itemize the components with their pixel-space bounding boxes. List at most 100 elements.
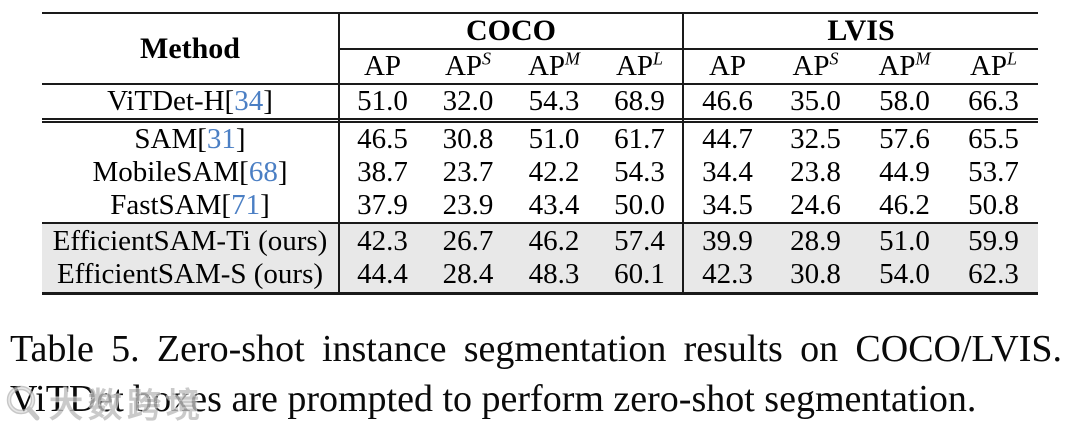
value-cell: 42.3 <box>338 223 425 258</box>
value-cell: 24.6 <box>771 189 860 224</box>
value-cell: 58.0 <box>860 84 949 120</box>
method-name: MobileSAM <box>92 156 240 188</box>
value-cell: 53.7 <box>968 156 1019 188</box>
value-cell: 34.5 <box>682 189 771 224</box>
table-body: ViTDet-H[34] 51.0 32.0 54.3 68.9 46.6 35… <box>42 84 1039 293</box>
value-cell: 57.6 <box>879 123 930 155</box>
column-header-lvis-aps: APS <box>771 49 860 85</box>
method-name: EfficientSAM-Ti <box>52 224 251 257</box>
value-cell: 30.8 <box>790 258 841 291</box>
table-row: SAM[31] 46.5 30.8 51.0 61.7 44.7 32.5 57… <box>42 122 1038 156</box>
table-row: ViTDet-H[34] 51.0 32.0 54.3 68.9 46.6 35… <box>42 84 1039 120</box>
metric-header-row: AP APS APM APL AP APS APM APL <box>42 49 1039 85</box>
value-cell: 38.7 <box>338 156 425 189</box>
value-cell: 28.4 <box>442 258 494 291</box>
value-cell: 37.9 <box>338 189 425 224</box>
value-cell: 23.9 <box>425 189 511 224</box>
value-cell: 46.2 <box>528 224 580 257</box>
value-cell: 32.0 <box>425 84 511 120</box>
method-column-header: Method <box>42 13 339 85</box>
cite-wrap: [31] <box>197 123 245 155</box>
value-cell: 57.4 <box>614 224 665 257</box>
method-cell: MobileSAM[68] <box>42 156 339 189</box>
method-cell: ViTDet-H[34] <box>42 84 339 120</box>
table-row: MobileSAM[68] 38.7 23.7 42.2 54.3 34.4 2… <box>42 156 1038 189</box>
value-cell: 51.0 <box>338 84 425 120</box>
column-header-lvis-apm: APM <box>860 49 949 85</box>
value-cell: 62.3 <box>968 258 1019 291</box>
caption-line-2: ViTDet boxes are prompted to perform zer… <box>10 378 977 420</box>
method-suffix: (ours) <box>246 258 324 291</box>
value-cell: 26.7 <box>442 224 494 257</box>
group-header-lvis: LVIS <box>681 13 1039 50</box>
value-cell: 35.0 <box>771 84 860 120</box>
value-cell: 65.5 <box>968 123 1019 155</box>
cite-close-bracket: ] <box>277 156 288 188</box>
column-header-lvis-ap: AP <box>682 49 771 85</box>
method-name: ViTDet-H <box>107 85 225 117</box>
double-rule-gap-row <box>42 119 1039 123</box>
cite-close-bracket: ] <box>235 123 246 155</box>
value-cell: 59.9 <box>968 224 1019 257</box>
value-cell: 68.9 <box>597 84 683 120</box>
cite-wrap: [68] <box>239 156 287 188</box>
table-row: EfficientSAM-S (ours) 44.4 28.4 48.3 60.… <box>42 258 1039 293</box>
citation-link[interactable]: 68 <box>248 156 278 188</box>
value-cell: 66.3 <box>949 84 1039 120</box>
value-cell: 51.0 <box>528 123 580 155</box>
table-row: EfficientSAM-Ti (ours) 42.3 26.7 46.2 57… <box>42 223 1039 258</box>
method-cell: SAM[31] <box>42 122 339 156</box>
value-cell: 46.5 <box>338 122 425 156</box>
group-header-row: Method COCO LVIS <box>42 13 1039 85</box>
method-suffix: (ours) <box>250 224 328 257</box>
column-header-coco-ap: AP <box>338 49 425 85</box>
column-header-coco-aps: APS <box>425 49 511 85</box>
cite-open-bracket: [ <box>224 85 235 117</box>
value-cell: 48.3 <box>528 258 580 291</box>
cite-wrap: [71] <box>221 189 269 221</box>
value-cell: 32.5 <box>790 123 841 155</box>
value-cell: 54.3 <box>614 156 665 188</box>
value-cell: 50.0 <box>597 189 683 224</box>
table-row: FastSAM[71] 37.9 23.9 43.4 50.0 34.5 24.… <box>42 189 1039 224</box>
value-cell: 60.1 <box>614 258 665 291</box>
method-name: FastSAM <box>110 189 222 221</box>
value-cell: 50.8 <box>949 189 1039 224</box>
value-cell: 28.9 <box>790 224 841 257</box>
method-cell: EfficientSAM-Ti (ours) <box>42 223 339 258</box>
value-cell: 54.3 <box>511 84 597 120</box>
value-cell: 39.9 <box>682 223 771 258</box>
citation-link[interactable]: 31 <box>206 123 236 155</box>
column-header-lvis-apl: APL <box>949 49 1039 85</box>
value-cell: 23.7 <box>442 156 494 188</box>
value-cell: 42.3 <box>682 258 771 293</box>
group-header-coco: COCO <box>338 13 683 50</box>
value-cell: 44.9 <box>879 156 930 188</box>
method-name: EfficientSAM-S <box>56 258 247 291</box>
value-cell: 44.4 <box>338 258 425 293</box>
value-cell: 51.0 <box>879 224 930 257</box>
results-table: Method COCO LVIS AP APS APM APL AP APS A… <box>42 12 1039 295</box>
column-header-coco-apm: APM <box>511 49 597 85</box>
cite-close-bracket: ] <box>263 85 273 117</box>
value-cell: 54.0 <box>879 258 930 291</box>
value-cell: 46.6 <box>682 84 771 120</box>
citation-link[interactable]: 71 <box>231 189 261 221</box>
method-cell: FastSAM[71] <box>42 189 339 224</box>
value-cell: 34.4 <box>682 156 771 189</box>
cite-open-bracket: [ <box>239 156 249 188</box>
caption-line-1: Table 5. Zero-shot instance segmentation… <box>10 328 1062 370</box>
cite-close-bracket: ] <box>260 189 270 221</box>
citation-link[interactable]: 34 <box>234 85 264 117</box>
value-cell: 23.8 <box>790 156 841 188</box>
method-cell: EfficientSAM-S (ours) <box>42 258 339 293</box>
value-cell: 61.7 <box>614 123 665 155</box>
value-cell: 42.2 <box>528 156 580 188</box>
value-cell: 46.2 <box>860 189 949 224</box>
cite-wrap: [34] <box>225 85 273 117</box>
cite-open-bracket: [ <box>197 123 207 155</box>
column-header-coco-apl: APL <box>597 49 683 85</box>
value-cell: 43.4 <box>511 189 597 224</box>
value-cell: 30.8 <box>442 123 494 155</box>
